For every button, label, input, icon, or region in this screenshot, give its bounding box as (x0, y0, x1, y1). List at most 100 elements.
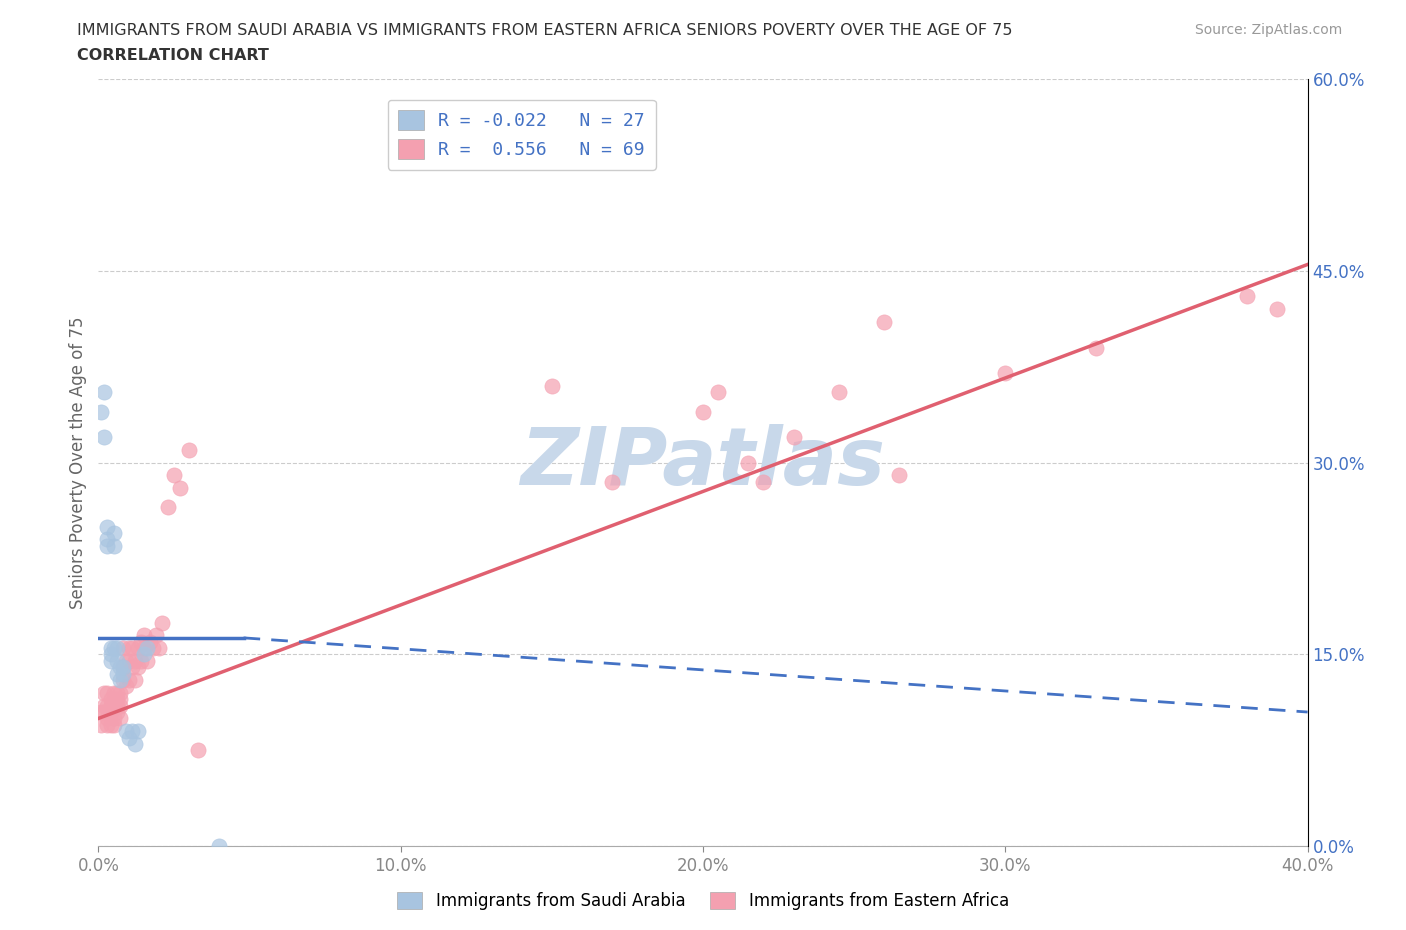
Point (105, 654, 128, 669)
Point (752, 474, 775, 489)
Y-axis label: Seniors Poverty Over the Age of 75: Seniors Poverty Over the Age of 75 (69, 316, 87, 609)
Point (96, 532, 118, 547)
Point (692, 404, 714, 418)
Point (1236, 289, 1258, 304)
Point (108, 698, 131, 713)
Point (105, 641, 128, 656)
Point (96, 711, 118, 725)
Point (96, 519, 118, 534)
Point (108, 660, 131, 675)
Point (100, 717, 122, 732)
Point (105, 705, 128, 720)
Point (602, 474, 624, 489)
Text: IMMIGRANTS FROM SAUDI ARABIA VS IMMIGRANTS FROM EASTERN AFRICA SENIORS POVERTY O: IMMIGRANTS FROM SAUDI ARABIA VS IMMIGRAN… (77, 23, 1012, 38)
Point (105, 666, 128, 681)
Legend: Immigrants from Saudi Arabia, Immigrants from Eastern Africa: Immigrants from Saudi Arabia, Immigrants… (391, 885, 1015, 917)
Point (100, 641, 122, 656)
Point (108, 672, 131, 687)
Point (118, 672, 141, 687)
Point (93, 705, 115, 720)
Point (132, 647, 155, 662)
Point (145, 628, 167, 643)
Point (103, 685, 125, 700)
Point (108, 692, 131, 707)
Point (118, 641, 141, 656)
Point (135, 641, 157, 656)
Text: Source: ZipAtlas.com: Source: ZipAtlas.com (1195, 23, 1343, 37)
Point (100, 654, 122, 669)
Point (96, 717, 118, 732)
Point (108, 711, 131, 725)
Point (124, 672, 146, 687)
Point (103, 717, 125, 732)
Point (1267, 301, 1289, 316)
Point (121, 641, 143, 656)
Point (148, 641, 170, 656)
Point (100, 692, 122, 707)
Point (135, 654, 157, 669)
Point (828, 385, 851, 400)
Point (105, 692, 128, 707)
Point (114, 724, 136, 738)
Point (111, 641, 134, 656)
Point (103, 538, 125, 553)
Point (93, 685, 115, 700)
Point (90, 705, 112, 720)
Point (103, 641, 125, 656)
Point (142, 641, 165, 656)
Point (103, 711, 125, 725)
Point (169, 481, 191, 496)
Point (114, 679, 136, 694)
Point (187, 743, 209, 758)
Point (124, 737, 146, 751)
Point (139, 634, 162, 649)
Point (540, 379, 562, 393)
Point (873, 314, 896, 329)
Point (121, 724, 143, 738)
Point (129, 654, 152, 669)
Point (93, 698, 115, 713)
Text: CORRELATION CHART: CORRELATION CHART (77, 48, 269, 63)
Point (103, 692, 125, 707)
Point (96, 538, 118, 553)
Point (100, 647, 122, 662)
Point (114, 654, 136, 669)
Point (994, 365, 1017, 380)
Point (121, 660, 143, 675)
Point (889, 468, 911, 483)
Point (105, 698, 128, 713)
Point (100, 698, 122, 713)
Legend: R = -0.022   N = 27, R =  0.556   N = 69: R = -0.022 N = 27, R = 0.556 N = 69 (388, 100, 655, 170)
Point (737, 455, 759, 470)
Point (103, 525, 125, 540)
Point (127, 724, 149, 738)
Point (150, 615, 173, 630)
Point (132, 641, 155, 656)
Point (111, 666, 134, 681)
Point (208, 839, 231, 854)
Point (163, 468, 186, 483)
Point (132, 628, 155, 643)
Point (105, 685, 128, 700)
Point (90, 717, 112, 732)
Point (93, 385, 115, 400)
Point (96, 698, 118, 713)
Point (783, 430, 806, 445)
Point (103, 698, 125, 713)
Point (118, 730, 141, 745)
Point (118, 654, 141, 669)
Point (90, 404, 112, 418)
Point (111, 660, 134, 675)
Text: ZIPatlas: ZIPatlas (520, 424, 886, 501)
Point (707, 385, 730, 400)
Point (111, 672, 134, 687)
Point (93, 430, 115, 445)
Point (96, 685, 118, 700)
Point (127, 660, 149, 675)
Point (108, 685, 131, 700)
Point (129, 634, 152, 649)
Point (111, 660, 134, 675)
Point (156, 500, 179, 515)
Point (100, 705, 122, 720)
Point (124, 654, 146, 669)
